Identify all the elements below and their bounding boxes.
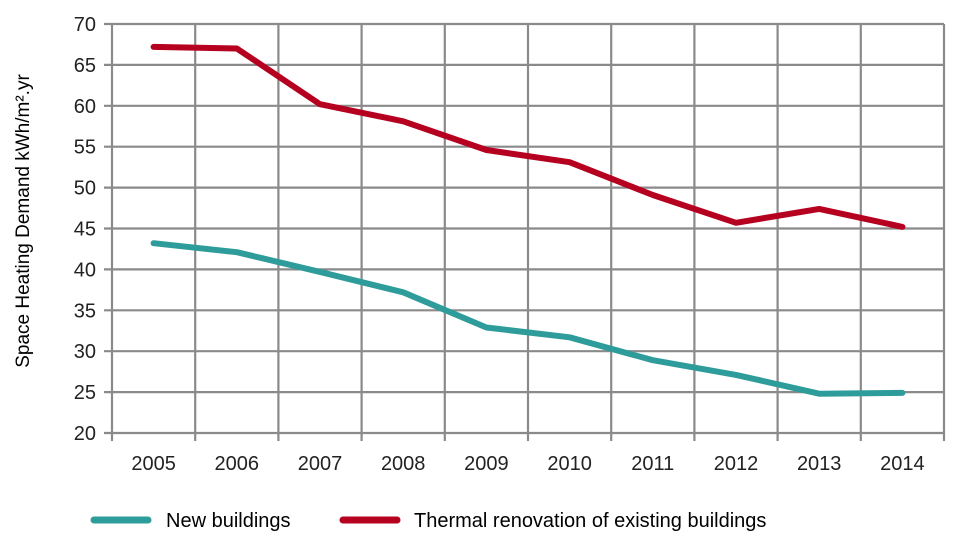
grid [104, 22, 946, 441]
y-tick-label: 25 [74, 382, 96, 404]
y-tick-label: 35 [74, 300, 96, 322]
y-tick-label: 20 [74, 423, 96, 445]
y-tick-label: 45 [74, 219, 96, 241]
y-tick-label: 55 [74, 137, 96, 159]
y-tick-label: 60 [74, 96, 96, 118]
legend: New buildings Thermal renovation of exist… [90, 510, 766, 532]
x-tick-label: 2014 [880, 453, 925, 475]
legend-label: New buildings [166, 510, 291, 532]
series-line-new-buildings [150, 240, 906, 397]
x-axis-ticks: 2005 2006 2007 2008 2009 2010 2011 2012 2013 2014 [131, 453, 924, 475]
legend-label: Thermal renovation of existing buildings [414, 510, 766, 532]
x-tick-label: 2005 [131, 453, 176, 475]
y-tick-label: 30 [74, 341, 96, 363]
x-tick-label: 2008 [381, 453, 426, 475]
y-axis-title: Space Heating Demand kWh/m².yr [13, 74, 34, 368]
series-lines [150, 43, 906, 397]
x-tick-label: 2009 [464, 453, 509, 475]
y-tick-label: 40 [74, 259, 96, 281]
x-tick-label: 2007 [298, 453, 343, 475]
y-tick-label: 50 [74, 178, 96, 200]
x-tick-label: 2012 [714, 453, 759, 475]
x-tick-label: 2010 [547, 453, 592, 475]
y-tick-label: 70 [74, 14, 96, 36]
y-axis-ticks: 20 25 30 35 40 45 50 55 60 65 70 [74, 14, 96, 445]
y-tick-label: 65 [74, 55, 96, 77]
series-line-thermal-renovation [150, 43, 906, 230]
x-tick-label: 2013 [797, 453, 842, 475]
x-tick-label: 2011 [631, 453, 674, 475]
x-tick-label: 2006 [215, 453, 260, 475]
